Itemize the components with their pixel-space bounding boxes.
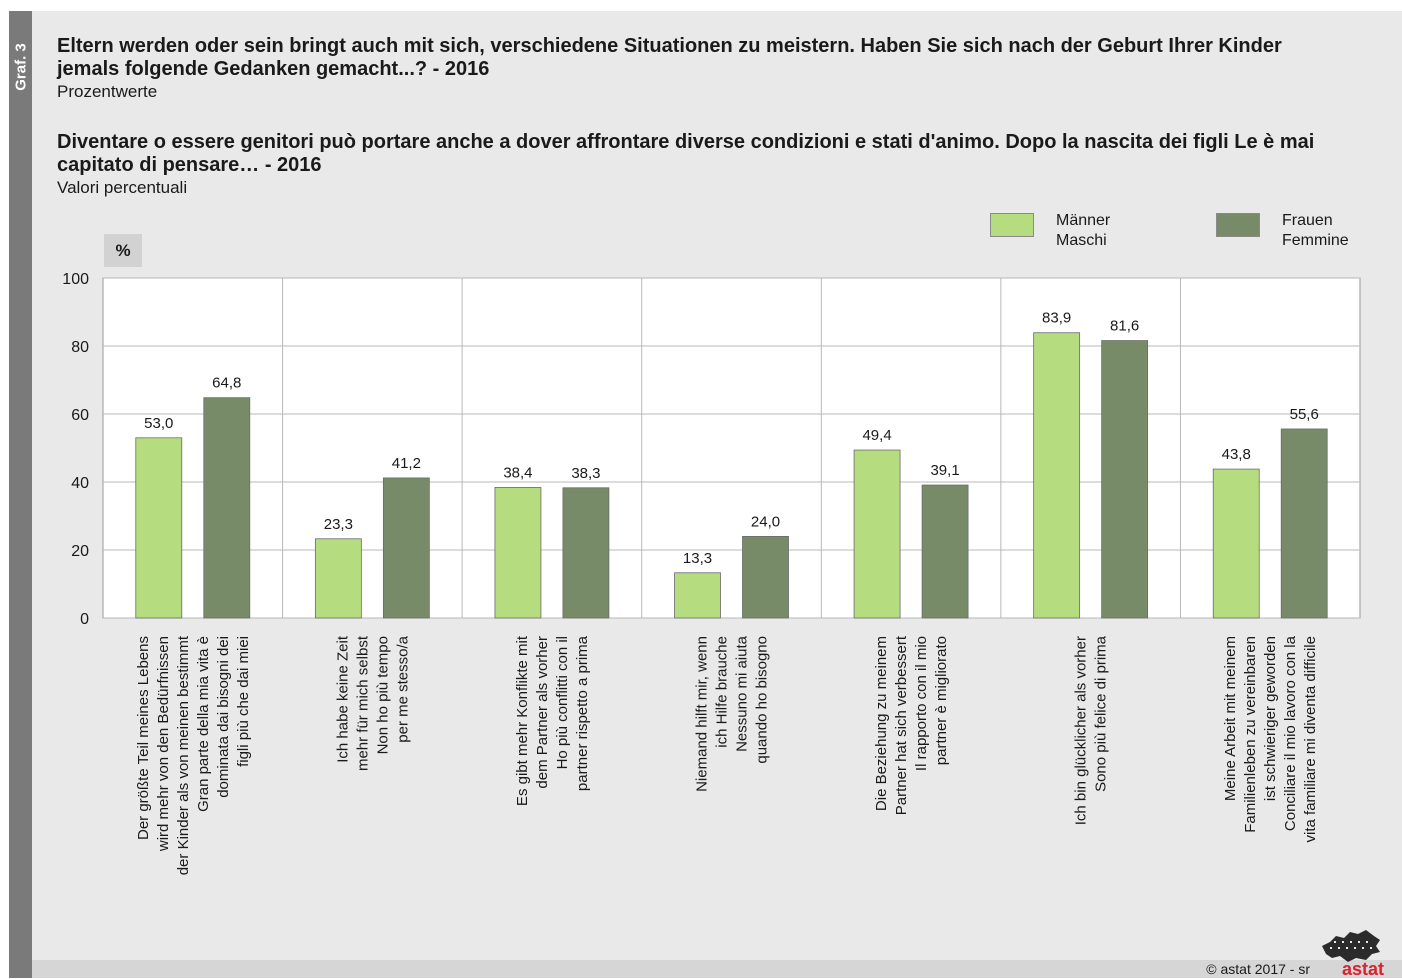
- y-tick-label: 40: [71, 475, 89, 492]
- data-label: 23,3: [324, 516, 353, 533]
- category-label-line: Il rapporto con il mio: [913, 636, 930, 771]
- category-label-line: Partner hat sich verbessert: [893, 635, 910, 815]
- y-tick-label: 100: [62, 271, 89, 288]
- category-label-line: Ich bin glücklicher als vorher: [1073, 636, 1090, 825]
- y-tick-label: 20: [71, 543, 89, 560]
- category-label-line: Conciliare il mio lavoro con la: [1282, 635, 1299, 831]
- bar-women: [562, 487, 610, 619]
- bar-men: [674, 572, 721, 619]
- data-label: 13,3: [683, 550, 712, 567]
- category-label-line: Sono più felice di prima: [1093, 635, 1110, 792]
- legend-swatch-men: [990, 213, 1034, 237]
- legend-label-women-it: Femmine: [1282, 232, 1349, 249]
- bar-men: [314, 538, 362, 619]
- category-label-line: quando ho bisogno: [754, 636, 771, 764]
- bar-women: [921, 484, 969, 619]
- data-label: 43,8: [1222, 446, 1251, 463]
- category-label: Die Beziehung zu meinem Partner hat sich …: [873, 635, 950, 815]
- category-label-line: der Kinder als von meinen bestimmt: [175, 635, 192, 875]
- data-label: 55,6: [1290, 406, 1319, 423]
- category-label-line: Nessuno mi aiuta: [734, 635, 751, 752]
- bar-men: [1212, 468, 1260, 619]
- category-label-line: dem Partner als vorher: [534, 636, 551, 789]
- category-label: Ich bin glücklicher als vorher Sono più f…: [1073, 635, 1110, 825]
- category-label: Es gibt mehr Konflikte mit dem Partner al…: [514, 635, 591, 806]
- y-tick-label: 80: [71, 339, 89, 356]
- category-label-line: Meine Arbeit mit meinem: [1222, 636, 1239, 801]
- category-label-line: mehr für mich selbst: [354, 635, 371, 771]
- data-label: 41,2: [392, 455, 421, 472]
- astat-logo-icon: [1322, 930, 1380, 962]
- astat-logo-text: astat: [1341, 959, 1384, 979]
- footer-bar: [32, 960, 1402, 978]
- bar-men: [853, 449, 901, 619]
- data-label: 24,0: [751, 513, 780, 530]
- chart-title-it: Diventare o essere genitori può portare …: [57, 131, 1315, 176]
- bar-women: [1101, 340, 1149, 619]
- category-label: Ich habe keine Zeit mehr für mich selbst N…: [334, 635, 411, 771]
- legend-swatch-women: [1216, 213, 1260, 237]
- data-label: 53,0: [144, 415, 173, 432]
- y-tick-label: 0: [80, 611, 89, 628]
- bar-women: [1280, 428, 1328, 619]
- copyright-text: © astat 2017 - sr: [1206, 961, 1310, 977]
- sidebar-strip: Graf. 3: [9, 11, 32, 978]
- legend-item-women: Frauen Femmine: [1216, 211, 1349, 251]
- bar-chart: 0 20 40 60 80 100 53,0 64,8 Der größte Teil mein…: [62, 271, 1361, 875]
- category-label-line: Die Beziehung zu meinem: [873, 636, 890, 811]
- legend-item-men: Männer Maschi: [990, 211, 1110, 251]
- category-label-line: Ich habe keine Zeit: [334, 635, 351, 763]
- category-label-line: vita familiare mi diventa difficile: [1302, 636, 1319, 842]
- bar-men: [135, 437, 183, 619]
- category-label-line: Ho più conflitti con il: [554, 636, 571, 769]
- chart-subtitle-de: Prozentwerte: [57, 82, 158, 101]
- category-label-line: Der größte Teil meines Lebens: [135, 636, 152, 840]
- bar-women: [742, 536, 789, 619]
- category-label-line: figli più che dai miei: [235, 636, 252, 767]
- category-label-line: wird mehr von den Bedürfnissen: [155, 636, 172, 852]
- bar-women: [203, 397, 251, 619]
- legend-label-men-de: Männer: [1056, 212, 1111, 229]
- data-label: 38,4: [503, 464, 532, 481]
- category-label: Niemand hilft mir, wenn ich Hilfe brauche…: [694, 635, 771, 792]
- bar-men: [494, 487, 542, 619]
- legend-text-women: Frauen Femmine: [1282, 211, 1349, 251]
- chart-title-de: Eltern werden oder sein bringt auch mit …: [57, 35, 1282, 80]
- category-label-line: dominata dai bisogni dei: [215, 636, 232, 798]
- legend-label-men-it: Maschi: [1056, 232, 1107, 249]
- category-label-line: Niemand hilft mir, wenn: [694, 636, 711, 792]
- data-label: 38,3: [571, 465, 600, 482]
- y-unit-label: %: [104, 234, 142, 267]
- category-label-line: Es gibt mehr Konflikte mit: [514, 635, 531, 806]
- category-label-line: per me stesso/a: [394, 635, 411, 742]
- category-label-line: Non ho più tempo: [374, 636, 391, 754]
- category-label-line: Familienleben zu vereinbaren: [1242, 636, 1259, 833]
- category-label: Der größte Teil meines Lebens wird mehr v…: [135, 635, 252, 875]
- category-label-line: partner rispetto a prima: [574, 635, 591, 791]
- data-label: 64,8: [212, 375, 241, 392]
- chart-panel: Graf. 3 Eltern werden oder sein bringt a…: [9, 11, 1402, 978]
- plot-area: [102, 277, 1361, 619]
- data-label: 49,4: [862, 427, 891, 444]
- data-label: 39,1: [930, 462, 959, 479]
- data-label: 81,6: [1110, 318, 1139, 335]
- category-label-line: partner è migliorato: [933, 636, 950, 765]
- category-label-line: ist schwieriger geworden: [1262, 636, 1279, 801]
- chart-subtitle-it: Valori percentuali: [57, 178, 188, 197]
- y-tick-label: 60: [71, 407, 89, 424]
- category-label-line: ich Hilfe brauche: [714, 636, 731, 748]
- bar-men: [1033, 332, 1081, 619]
- bar-women: [382, 477, 430, 619]
- legend-label-women-de: Frauen: [1282, 212, 1333, 229]
- data-label: 83,9: [1042, 310, 1071, 327]
- category-label: Meine Arbeit mit meinem Familienleben zu …: [1222, 635, 1319, 842]
- legend-text-men: Männer Maschi: [1056, 211, 1110, 251]
- category-label-line: Gran parte della mia vita è: [195, 636, 212, 812]
